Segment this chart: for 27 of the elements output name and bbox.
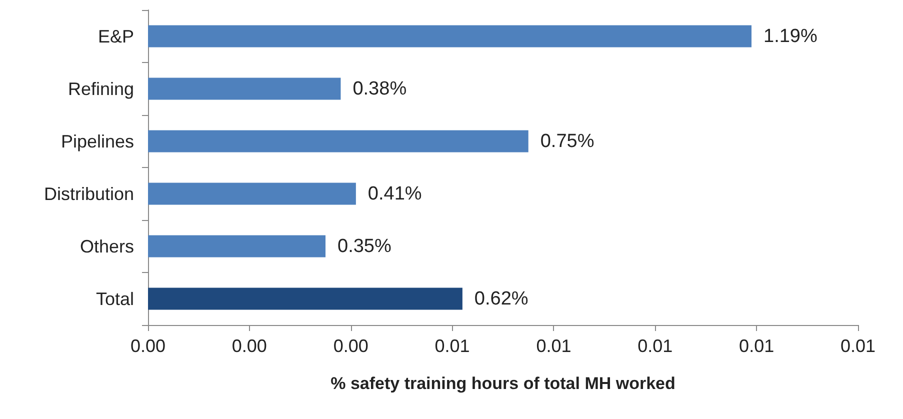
bar	[148, 130, 528, 152]
x-tick-label: 0.01	[536, 336, 572, 356]
bar	[148, 288, 462, 310]
data-label: 0.38%	[352, 78, 407, 100]
bar	[148, 182, 356, 205]
x-tick-label: 0.01	[840, 336, 876, 356]
y-tick-label: Distribution	[44, 184, 134, 204]
y-tick-label: Total	[96, 288, 134, 309]
data-label: 0.35%	[338, 236, 392, 257]
x-tick-label: 0.00	[130, 336, 166, 356]
y-tick-label: Pipelines	[60, 131, 134, 152]
data-label: 0.62%	[474, 288, 528, 310]
x-tick-label: 0.00	[333, 336, 368, 356]
x-tick-label: 0.01	[638, 336, 673, 356]
data-label: 0.75%	[540, 130, 594, 152]
bar	[148, 25, 752, 48]
x-tick-label: 0.00	[232, 336, 267, 356]
x-tick-label: 0.01	[434, 336, 470, 356]
data-label: 1.19%	[764, 26, 818, 47]
x-tick-label: 0.01	[739, 336, 774, 356]
bar	[148, 78, 341, 100]
y-tick-label: Others	[80, 236, 134, 256]
x-axis-title: % safety training hours of total MH worked	[330, 374, 676, 393]
y-tick-label: E&P	[98, 26, 134, 46]
bar	[148, 235, 326, 258]
data-label: 0.41%	[368, 183, 422, 204]
y-tick-label: Refining	[68, 78, 134, 99]
